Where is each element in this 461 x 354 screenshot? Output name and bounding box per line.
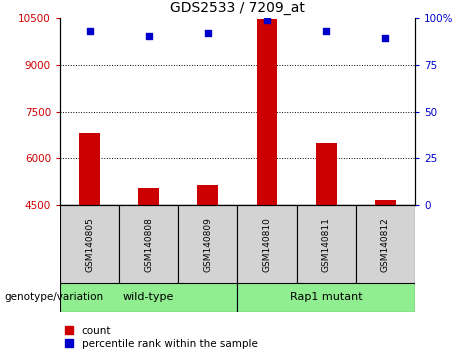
Bar: [178, 205, 237, 283]
Title: GDS2533 / 7209_at: GDS2533 / 7209_at: [170, 1, 305, 15]
Bar: [119, 205, 178, 283]
Point: [263, 17, 271, 22]
Bar: [197, 185, 218, 205]
Text: Rap1 mutant: Rap1 mutant: [290, 292, 362, 302]
Text: GSM140809: GSM140809: [203, 217, 213, 272]
Bar: [356, 205, 415, 283]
Legend: count, percentile rank within the sample: count, percentile rank within the sample: [65, 326, 258, 349]
Text: wild-type: wild-type: [123, 292, 174, 302]
Text: GSM140811: GSM140811: [322, 217, 331, 272]
Point: [322, 28, 330, 34]
Bar: [296, 205, 356, 283]
Text: GSM140812: GSM140812: [381, 217, 390, 272]
Point: [382, 35, 389, 41]
Bar: [60, 283, 237, 312]
Bar: [375, 200, 396, 205]
Text: GSM140810: GSM140810: [262, 217, 272, 272]
Bar: [60, 205, 119, 283]
Text: GSM140805: GSM140805: [85, 217, 94, 272]
Point: [204, 30, 212, 35]
Bar: [79, 133, 100, 205]
Text: genotype/variation: genotype/variation: [5, 292, 104, 302]
Point: [145, 34, 152, 39]
Point: [86, 28, 93, 34]
Text: GSM140808: GSM140808: [144, 217, 153, 272]
Bar: [138, 188, 159, 205]
Bar: [237, 205, 296, 283]
Bar: [237, 283, 415, 312]
Bar: [257, 19, 278, 205]
Bar: [316, 143, 337, 205]
